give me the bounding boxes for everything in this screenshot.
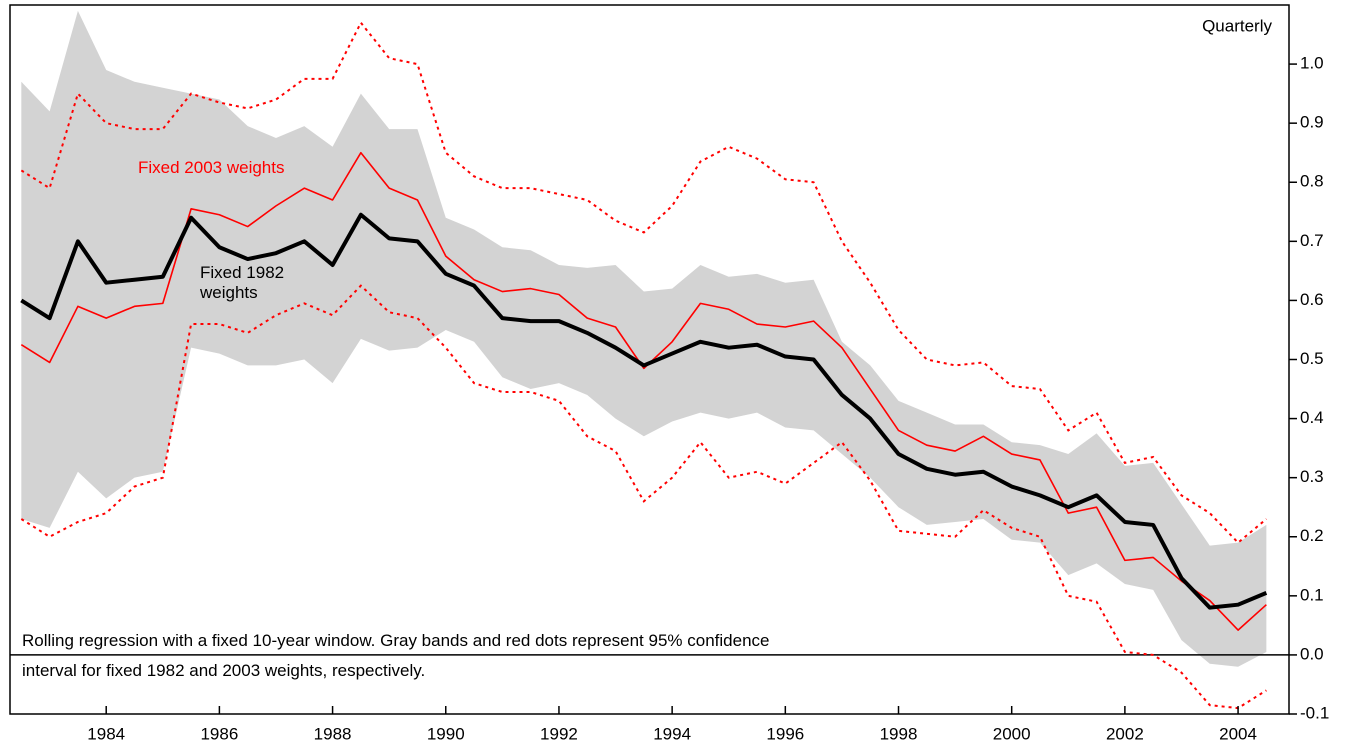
x-tick-label: 1986 <box>200 724 238 743</box>
x-tick-label: 1994 <box>653 724 691 743</box>
series-label: Fixed 2003 weights <box>138 158 285 177</box>
x-tick-label: 1984 <box>87 724 125 743</box>
confidence-band <box>21 10 1267 667</box>
y-tick-label: 0.1 <box>1300 585 1324 604</box>
y-tick-label: 0.4 <box>1300 408 1324 427</box>
note-line: interval for fixed 1982 and 2003 weights… <box>22 661 426 680</box>
x-tick-label: 2002 <box>1106 724 1144 743</box>
y-tick-label: 0.8 <box>1300 172 1324 191</box>
series-line <box>20 212 1268 610</box>
frequency-label: Quarterly <box>1202 16 1272 35</box>
x-tick-label: 1990 <box>427 724 465 743</box>
x-tick-label: 1992 <box>540 724 578 743</box>
x-tick-label: 1988 <box>314 724 352 743</box>
note: Rolling regression with a fixed 10-year … <box>22 626 769 686</box>
note-line: Rolling regression with a fixed 10-year … <box>22 631 770 650</box>
confidence-dots <box>20 284 1267 710</box>
series-label: Fixed 1982 weights <box>200 263 285 302</box>
y-tick-label: 0.6 <box>1300 290 1324 309</box>
y-tick-label: 0.3 <box>1300 467 1324 486</box>
x-tick-label: 1998 <box>880 724 918 743</box>
x-tick-label: 2004 <box>1219 724 1257 743</box>
x-tick-label: 2000 <box>993 724 1031 743</box>
series-line <box>20 151 1267 631</box>
y-tick-label: 0.0 <box>1300 644 1324 663</box>
y-tick-label: 0.2 <box>1300 526 1324 545</box>
y-tick-label: -0.1 <box>1300 703 1329 722</box>
confidence-dots <box>20 20 1268 545</box>
y-tick-label: 0.9 <box>1300 113 1324 132</box>
y-tick-label: 0.5 <box>1300 349 1324 368</box>
y-tick-label: 0.7 <box>1300 231 1324 250</box>
y-tick-label: 1.0 <box>1300 54 1324 73</box>
x-tick-label: 1996 <box>766 724 804 743</box>
